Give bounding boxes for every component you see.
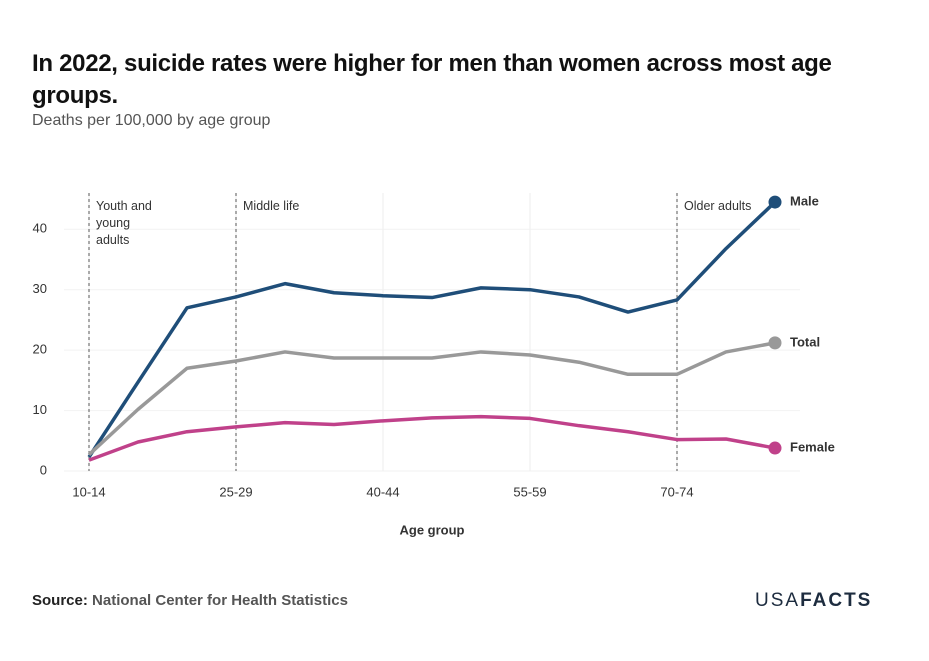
line [87,200,777,459]
logo: USAFACTS [755,590,872,612]
end-dot [768,336,782,350]
x-axis-label: Age group [400,522,465,537]
annotation: Youth and young adults [96,199,152,247]
logo-part: FACTS [800,590,873,611]
line [88,414,776,462]
y-tick-label: 10 [33,402,47,417]
x-tick-label: 25-29 [219,484,252,499]
legend-label: Male [790,194,819,209]
source-label: Source: [32,592,88,609]
end-dot [768,441,782,455]
source: Source: National Center for Health Stati… [32,592,348,609]
legend-label: Total [790,334,820,349]
chart-title: In 2022, suicide rates were higher for m… [32,50,832,109]
legend-label: Female [790,439,835,454]
line [87,341,776,456]
y-tick-label: 30 [33,281,47,296]
logo-part: USA [755,590,801,611]
x-tick-label: 10-14 [72,484,105,499]
x-tick-label: 70-74 [660,484,693,499]
y-tick-label: 0 [40,462,47,477]
chart-subtitle: Deaths per 100,000 by age group [32,112,271,129]
end-dot [768,195,782,209]
x-tick-label: 40-44 [366,484,399,499]
y-tick-label: 40 [33,221,47,236]
source-text: National Center for Health Statistics [92,592,348,609]
annotation: Middle life [243,199,300,213]
y-tick-label: 20 [33,342,47,357]
x-tick-label: 55-59 [513,484,546,499]
annotation: Older adults [684,199,752,213]
